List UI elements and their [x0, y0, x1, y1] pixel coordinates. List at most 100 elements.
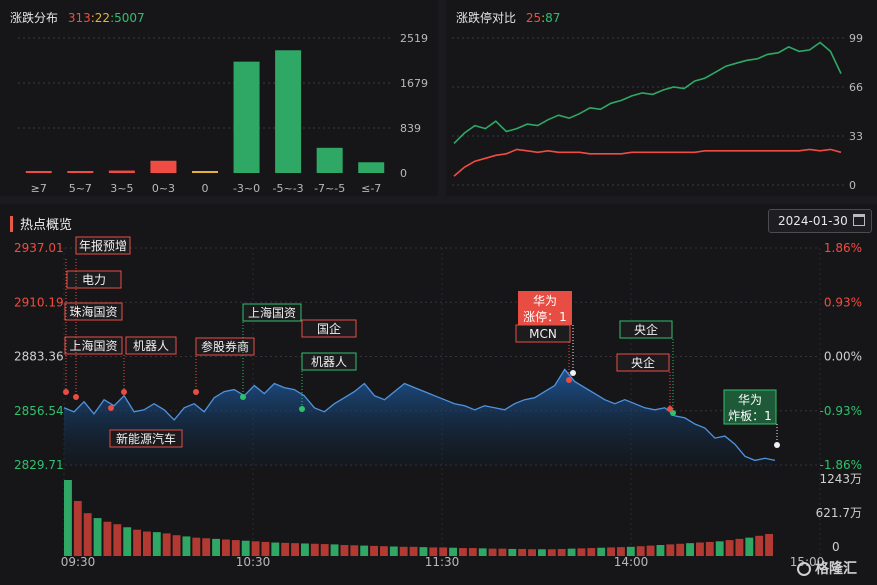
- right-axis-label: 0.93%: [824, 295, 862, 309]
- link-g-dot: [299, 406, 305, 412]
- link-d-dot: [108, 405, 114, 411]
- limit-sep: :: [541, 11, 546, 25]
- distribution-panel: 涨跌分布 313:22:5007 2519 1679 839 0 ≥7 5~7 3~5 0~3…: [0, 0, 438, 196]
- right-axis-label: -0.93%: [820, 404, 862, 418]
- bar-5: [233, 61, 260, 173]
- tag-mcn: MCN: [529, 327, 557, 341]
- volume-bar: [271, 542, 280, 556]
- volume-bar: [340, 544, 349, 556]
- x-tick: 0~3: [152, 182, 175, 195]
- time-axis-label: 10:30: [236, 555, 271, 569]
- tag-jiqiren1: 机器人: [133, 339, 169, 353]
- volume-bar: [399, 546, 408, 556]
- hotspot-chart: 2937.01 1.86% 2910.19 0.93% 2883.36 0.00% 2856…: [14, 236, 862, 569]
- limit-compare-title-text: 涨跌停对比: [456, 11, 517, 25]
- volume-bar: [261, 541, 270, 556]
- bar-2: [108, 170, 135, 173]
- volume-bar: [459, 548, 467, 556]
- volume-bar: [725, 540, 734, 556]
- link-huawei-dot: [570, 370, 576, 376]
- tag-huawei-up-box: [518, 291, 572, 325]
- volume-bar: [696, 542, 704, 556]
- volume-bar: [538, 549, 546, 556]
- volume-bar: [656, 544, 665, 556]
- tag-mcn-box: [515, 324, 571, 343]
- tag-shanghai2: 上海国资: [248, 305, 296, 320]
- tag-nianbao-box: [75, 236, 131, 255]
- volume-bar: [528, 549, 536, 556]
- logo-icon: [797, 562, 811, 576]
- tag-canguquan: 参股券商: [201, 339, 249, 354]
- volume-bar: [162, 533, 171, 556]
- tag-canguquan-box: [195, 337, 255, 356]
- tag-guoqi-box: [301, 319, 357, 338]
- time-axis-label: 11:30: [425, 555, 460, 569]
- volume-bar: [251, 541, 260, 556]
- link-e-dot: [193, 389, 199, 395]
- volume-bar: [468, 548, 477, 556]
- y-tick: 0: [849, 179, 856, 192]
- volume-bar: [518, 548, 527, 556]
- bar-4: [192, 171, 218, 173]
- tag-jiqiren2: 机器人: [311, 355, 347, 369]
- bar-7: [316, 147, 343, 173]
- title-accent: [10, 216, 13, 232]
- index-line: [63, 368, 776, 462]
- y-tick: 33: [849, 130, 863, 143]
- link-a-dot: [63, 389, 69, 395]
- limit-compare-panel: 涨跌停对比 25:87 99 66 33 0: [446, 0, 877, 196]
- tag-yangqi2-box: [616, 353, 670, 372]
- volume-bar: [617, 547, 625, 556]
- volume-bar: [241, 540, 250, 556]
- left-axis-label: 2829.71: [14, 458, 64, 472]
- watermark: 格隆汇: [797, 558, 857, 578]
- watermark-text: 格隆汇: [815, 561, 857, 577]
- bar-8: [358, 162, 385, 173]
- volume-bar: [301, 543, 309, 556]
- volume-bar: [587, 548, 596, 556]
- y-tick: 0: [400, 167, 407, 180]
- distribution-chart: 2519 1679 839 0 ≥7 5~7 3~5 0~3 0 -3~0 -5~-3 -7~-5 ≤-…: [18, 32, 428, 195]
- volume-bar: [765, 533, 773, 556]
- limit-compare-chart: 99 66 33 0: [452, 32, 863, 192]
- volume-bar: [389, 546, 398, 556]
- left-axis-label: 2937.01: [14, 241, 64, 255]
- volume-bar: [409, 546, 418, 556]
- limit-compare-title: 涨跌停对比 25:87: [456, 9, 560, 26]
- volume-bar: [666, 544, 675, 556]
- left-axis-label: 2910.19: [14, 295, 64, 309]
- link-yq2-dot: [667, 406, 673, 412]
- x-tick: 0: [202, 182, 209, 195]
- volume-bar: [182, 536, 191, 556]
- volume-bar: [281, 542, 290, 556]
- bar-1: [67, 171, 94, 173]
- volume-bar: [449, 547, 457, 556]
- volume-bar: [202, 538, 211, 556]
- x-tick: ≥7: [31, 182, 47, 195]
- down-count: 5007: [114, 11, 145, 25]
- volume-bar: [64, 480, 72, 556]
- right-axis-label: 1.86%: [824, 241, 862, 255]
- volume-bar: [715, 541, 724, 556]
- x-tick: -5~-3: [273, 182, 304, 195]
- tag-jiqiren2-box: [301, 352, 357, 371]
- x-tick: ≤-7: [361, 182, 381, 195]
- volume-bar: [557, 548, 566, 556]
- y-tick: 839: [400, 122, 421, 135]
- volume-bar: [350, 545, 359, 556]
- link-mcn-dot: [566, 377, 572, 383]
- volume-bar: [676, 543, 685, 556]
- distribution-title: 涨跌分布 313:22:5007: [10, 9, 145, 26]
- volume-bar: [360, 545, 369, 556]
- volume-bar: [429, 547, 438, 556]
- volume-bar: [320, 544, 329, 556]
- volume-bar: [113, 524, 122, 556]
- tag-huawei-dn-2: 炸板：1: [728, 409, 772, 423]
- volume-bar: [212, 538, 220, 556]
- tag-huawei-up-1: 华为: [533, 294, 557, 308]
- date-picker[interactable]: 2024-01-30: [768, 209, 872, 233]
- tag-jiqiren1-box: [125, 336, 177, 355]
- calendar-icon[interactable]: [853, 214, 865, 226]
- volume-bar: [686, 543, 694, 556]
- bar-3: [150, 160, 177, 173]
